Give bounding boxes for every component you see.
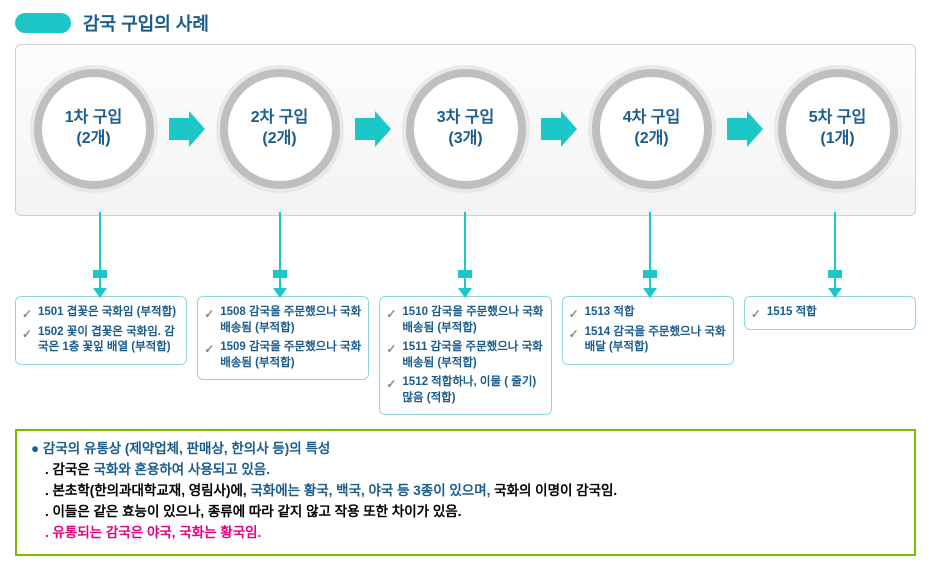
arrow-2 — [355, 111, 391, 147]
detail-item: 1509 감국을 주문했으나 국화 배송됨 (부적합) — [204, 340, 362, 371]
node-3-l1: 3차 구입 — [437, 108, 495, 129]
check-icon — [569, 306, 581, 318]
connectors — [15, 216, 916, 296]
detail-item: 1502 꽃이 겹꽃은 국화임. 감국은 1층 꽃잎 배열 (부적합) — [22, 325, 180, 356]
title-pill — [15, 13, 71, 33]
node-5-l2: (1개) — [820, 129, 854, 150]
detail-item: 1511 감국을 주문했으나 국화 배송됨 (부적합) — [386, 340, 544, 371]
check-icon — [751, 306, 763, 318]
node-5-l1: 5차 구입 — [809, 108, 867, 129]
detail-item: 1515 적합 — [751, 305, 909, 321]
connector-2 — [273, 212, 287, 298]
flow-node-2: 2차 구입 (2개) — [220, 69, 340, 189]
flow-box: 1차 구입 (2개) 2차 구입 (2개) 3차 구입 (3개) 4차 구입 (… — [15, 44, 916, 216]
flow-node-5: 5차 구입 (1개) — [778, 69, 898, 189]
arrow-1 — [169, 111, 205, 147]
check-icon — [386, 306, 398, 318]
summary-line-4: . 유통되는 감국은 야국, 국화는 황국임. — [31, 523, 900, 544]
detail-box-1: 1501 겹꽃은 국화임 (부적합) 1502 꽃이 겹꽃은 국화임. 감국은 … — [15, 296, 187, 365]
flow-node-3: 3차 구입 (3개) — [406, 69, 526, 189]
details-row: 1501 겹꽃은 국화임 (부적합) 1502 꽃이 겹꽃은 국화임. 감국은 … — [15, 296, 916, 415]
check-icon — [204, 306, 216, 318]
arrow-3 — [541, 111, 577, 147]
check-icon — [204, 341, 216, 353]
check-icon — [22, 326, 34, 338]
check-icon — [22, 306, 34, 318]
node-4-l2: (2개) — [634, 129, 668, 150]
check-icon — [386, 376, 398, 388]
flow-node-4: 4차 구입 (2개) — [592, 69, 712, 189]
detail-item: 1512 적합하나, 이물 ( 줄기) 많음 (적합) — [386, 375, 544, 406]
node-1-l1: 1차 구입 — [65, 108, 123, 129]
detail-item: 1510 감국을 주문했으나 국화 배송됨 (부적합) — [386, 305, 544, 336]
detail-box-4: 1513 적합 1514 감국을 주문했으나 국화 배달 (부적합) — [562, 296, 734, 365]
node-3-l2: (3개) — [448, 129, 482, 150]
detail-item: 1513 적합 — [569, 305, 727, 321]
summary-lead: ● 감국의 유통상 (제약업체, 판매상, 한의사 등)의 특성 — [31, 439, 900, 460]
title-row: 감국 구입의 사례 — [0, 0, 931, 44]
node-4-l1: 4차 구입 — [623, 108, 681, 129]
node-2-l2: (2개) — [262, 129, 296, 150]
summary-line-1: . 감국은 국화와 혼용하여 사용되고 있음. — [31, 460, 900, 481]
flow-node-1: 1차 구입 (2개) — [34, 69, 154, 189]
connector-4 — [643, 212, 657, 298]
summary-line-3: . 이들은 같은 효능이 있으나, 종류에 따라 같지 않고 작용 또한 차이가… — [31, 502, 900, 523]
check-icon — [386, 341, 398, 353]
connector-5 — [828, 212, 842, 298]
node-2-l1: 2차 구입 — [251, 108, 309, 129]
detail-item: 1514 감국을 주문했으나 국화 배달 (부적합) — [569, 325, 727, 356]
summary-line-2: . 본초학(한의과대학교재, 영림사)에, 국화에는 황국, 백국, 야국 등 … — [31, 481, 900, 502]
arrow-4 — [727, 111, 763, 147]
detail-box-2: 1508 감국을 주문했으나 국화 배송됨 (부적합) 1509 감국을 주문했… — [197, 296, 369, 380]
summary-box: ● 감국의 유통상 (제약업체, 판매상, 한의사 등)의 특성 . 감국은 국… — [15, 429, 916, 556]
check-icon — [569, 326, 581, 338]
node-1-l2: (2개) — [76, 129, 110, 150]
detail-item: 1501 겹꽃은 국화임 (부적합) — [22, 305, 180, 321]
connector-3 — [458, 212, 472, 298]
detail-box-3: 1510 감국을 주문했으나 국화 배송됨 (부적합) 1511 감국을 주문했… — [379, 296, 551, 415]
page-title: 감국 구입의 사례 — [83, 10, 209, 36]
detail-item: 1508 감국을 주문했으나 국화 배송됨 (부적합) — [204, 305, 362, 336]
detail-box-5: 1515 적합 — [744, 296, 916, 330]
connector-1 — [93, 212, 107, 298]
